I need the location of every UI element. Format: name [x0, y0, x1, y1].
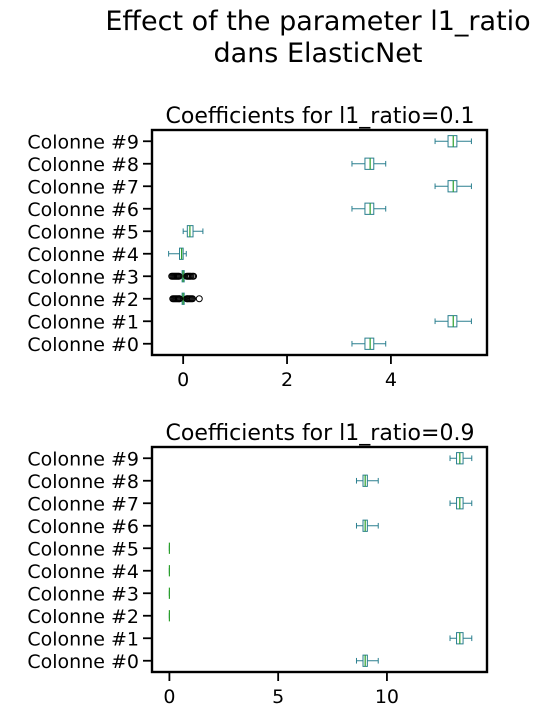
- x-tick-label: 0: [163, 686, 175, 708]
- figure-suptitle-line1: Effect of the parameter l1_ratio: [105, 6, 530, 37]
- boxplot-colonne-6: [355, 519, 379, 532]
- boxplot-colonne-1: [449, 632, 473, 645]
- axes-frame: [150, 445, 489, 674]
- boxplot-colonne-7: [434, 180, 472, 193]
- boxplot-colonne-5: [182, 225, 204, 238]
- y-tick-label: Colonne #4: [27, 244, 139, 266]
- boxplot-colonne-7: [449, 497, 473, 510]
- y-tick-label: Colonne #9: [27, 448, 139, 470]
- boxplot-colonne-4: [168, 247, 187, 260]
- box-iqr: [447, 180, 458, 193]
- subplot-l1-ratio-0-1: Coefficients for l1_ratio=0.1 0 2 4 Colonne…: [27, 104, 489, 391]
- y-tick-label: Colonne #2: [27, 289, 139, 311]
- subplot-title: Coefficients for l1_ratio=0.9: [166, 421, 475, 446]
- boxplot-colonne-1: [434, 315, 472, 328]
- y-tick-label: Colonne #6: [27, 516, 139, 538]
- outlier-point: [175, 272, 183, 280]
- boxplot-colonne-0: [355, 654, 379, 667]
- subplot-title: Coefficients for l1_ratio=0.1: [166, 104, 475, 129]
- y-tick-label: Colonne #1: [27, 628, 139, 650]
- outlier-point: [189, 295, 197, 303]
- boxplot-colonne-8: [351, 157, 387, 170]
- box-iqr: [447, 315, 458, 328]
- x-tick-label: 10: [375, 686, 399, 708]
- y-tick-label: Colonne #0: [27, 334, 139, 356]
- box-iqr: [364, 157, 375, 170]
- boxplot-colonne-3: [168, 270, 198, 283]
- y-tick-label: Colonne #0: [27, 651, 139, 673]
- y-tick-label: Colonne #8: [27, 471, 139, 493]
- y-tick-label: Colonne #1: [27, 311, 139, 333]
- box-iqr: [364, 337, 375, 350]
- y-tick-label: Colonne #6: [27, 199, 139, 221]
- outlier-point: [195, 295, 203, 303]
- boxplot-colonne-9: [434, 135, 472, 148]
- x-tick-label: 5: [272, 686, 284, 708]
- outlier-point: [176, 295, 184, 303]
- subplot-l1-ratio-0-9: Coefficients for l1_ratio=0.9 0 5 10 Colonn…: [27, 421, 489, 708]
- y-tick-label: Colonne #5: [27, 538, 139, 560]
- x-tick-label: 4: [385, 369, 397, 391]
- x-tick-label: 2: [281, 369, 293, 391]
- y-tick-label: Colonne #7: [27, 493, 139, 515]
- y-tick-label: Colonne #4: [27, 561, 139, 583]
- boxplot-colonne-6: [351, 202, 387, 215]
- y-tick-label: Colonne #3: [27, 583, 139, 605]
- boxplot-colonne-8: [355, 474, 379, 487]
- x-tick-label: 0: [177, 369, 189, 391]
- box-iqr: [364, 202, 375, 215]
- axes-frame: [150, 128, 489, 357]
- y-tick-label: Colonne #9: [27, 131, 139, 153]
- y-tick-label: Colonne #7: [27, 176, 139, 198]
- boxplot-colonne-0: [351, 337, 387, 350]
- y-tick-label: Colonne #8: [27, 154, 139, 176]
- y-tick-label: Colonne #3: [27, 266, 139, 288]
- y-tick-label: Colonne #2: [27, 606, 139, 628]
- y-tick-label: Colonne #5: [27, 221, 139, 243]
- boxplot-colonne-2: [169, 292, 203, 305]
- outlier-point: [190, 272, 198, 280]
- box-iqr: [447, 135, 458, 148]
- boxplot-colonne-9: [449, 452, 473, 465]
- figure-suptitle-line2: dans ElasticNet: [214, 38, 423, 69]
